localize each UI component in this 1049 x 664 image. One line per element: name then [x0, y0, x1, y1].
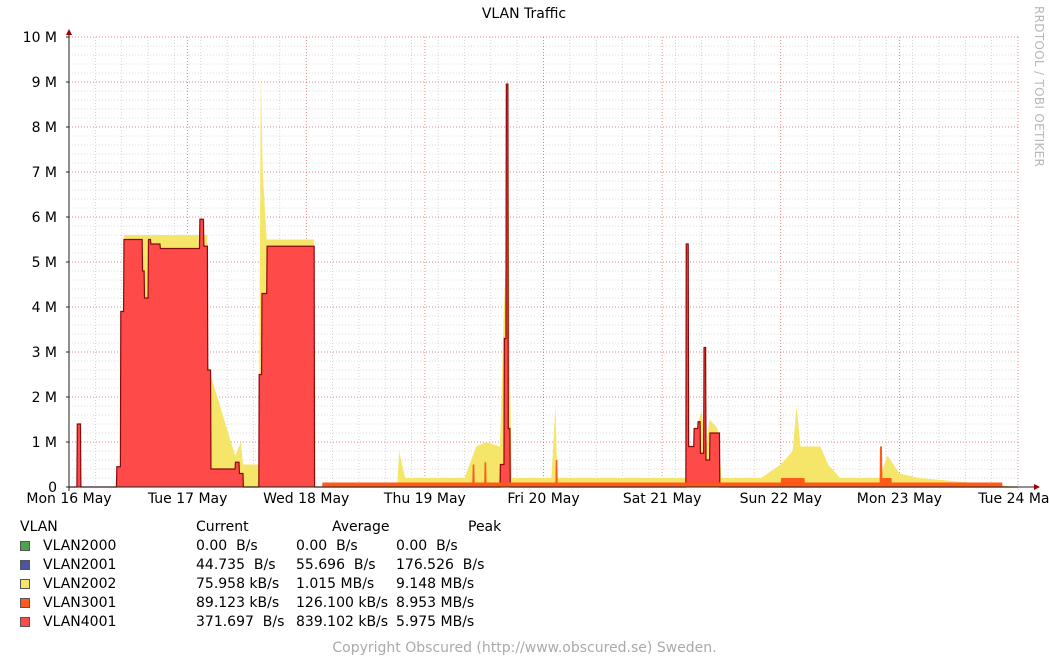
legend-current: 44.735 B/s	[196, 557, 276, 573]
x-tick-label: Thu 19 May	[383, 491, 466, 507]
area-vlan4001	[69, 84, 1018, 488]
legend-header-name: VLAN	[20, 519, 58, 535]
chart-title: VLAN Traffic	[482, 6, 566, 22]
legend-name: VLAN3001	[43, 595, 117, 611]
legend-name: VLAN4001	[43, 614, 117, 630]
legend-current: 0.00 B/s	[196, 538, 258, 554]
x-tick-label: Tue 17 May	[147, 491, 228, 507]
x-tick-label: Sun 22 May	[740, 491, 822, 507]
x-tick-label: Mon 23 May	[857, 491, 942, 507]
legend-row: VLAN3001 89.123 kB/s 126.100 kB/s 8.953 MB/…	[0, 594, 520, 612]
legend-peak: 8.953 MB/s	[396, 595, 475, 611]
legend-peak: 9.148 MB/s	[396, 576, 475, 592]
legend-name: VLAN2002	[43, 576, 117, 592]
x-axis-arrow	[1034, 484, 1040, 490]
legend-name: VLAN2000	[43, 538, 117, 554]
legend-peak: 5.975 MB/s	[396, 614, 475, 630]
x-tick-label: Fri 20 May	[507, 491, 579, 507]
legend-row: VLAN2002 75.958 kB/s 1.015 MB/s 9.148 MB/s	[0, 575, 520, 593]
legend-current: 89.123 kB/s	[196, 595, 280, 611]
legend-average: 0.00 B/s	[296, 538, 358, 554]
legend-swatch	[20, 560, 30, 570]
legend-peak: 176.526 B/s	[396, 557, 485, 573]
legend-row: VLAN4001 371.697 B/s 839.102 kB/s 5.975 MB/…	[0, 613, 520, 631]
legend-row: VLAN2001 44.735 B/s 55.696 B/s 176.526 B/s	[0, 556, 520, 574]
y-tick-label: 1 M	[32, 435, 57, 451]
y-tick-label: 3 M	[32, 345, 57, 361]
legend-header-peak: Peak	[468, 519, 502, 535]
legend-header-current: Current	[196, 519, 249, 535]
legend-average: 839.102 kB/s	[296, 614, 389, 630]
outline-vlan4001	[69, 83, 1018, 488]
legend-average: 55.696 B/s	[296, 557, 376, 573]
legend-swatch	[20, 579, 30, 589]
legend-current: 371.697 B/s	[196, 614, 285, 630]
x-tick-label: Tue 24 May	[977, 491, 1049, 507]
x-tick-label: Wed 18 May	[263, 491, 349, 507]
legend-average: 126.100 kB/s	[296, 595, 389, 611]
y-tick-label: 0	[48, 480, 57, 496]
legend-swatch	[20, 598, 30, 608]
legend-name: VLAN2001	[43, 557, 117, 573]
area-vlan3001	[69, 446, 1018, 487]
legend-peak: 0.00 B/s	[396, 538, 458, 554]
y-tick-label: 8 M	[32, 120, 57, 136]
y-tick-label: 7 M	[32, 165, 57, 181]
legend-header: VLAN Current Average Peak	[0, 518, 520, 536]
x-tick-label: Mon 16 May	[26, 491, 111, 507]
legend-current: 75.958 kB/s	[196, 576, 280, 592]
y-axis-arrow	[66, 29, 72, 35]
x-tick-label: Sat 21 May	[623, 491, 702, 507]
y-tick-label: 9 M	[32, 75, 57, 91]
legend-swatch	[20, 541, 30, 551]
y-tick-label: 6 M	[32, 210, 57, 226]
y-tick-label: 5 M	[32, 255, 57, 271]
y-tick-label: 4 M	[32, 300, 57, 316]
legend-swatch	[20, 617, 30, 627]
legend-row: VLAN2000 0.00 B/s 0.00 B/s 0.00 B/s	[0, 537, 520, 555]
rrdtool-watermark: RRDTOOL / TOBI OETIKER	[1032, 6, 1046, 168]
legend-header-average: Average	[332, 519, 390, 535]
copyright-footer: Copyright Obscured (http://www.obscured.…	[332, 640, 717, 656]
y-tick-label: 10 M	[23, 30, 57, 46]
y-tick-label: 2 M	[32, 390, 57, 406]
legend-average: 1.015 MB/s	[296, 576, 375, 592]
